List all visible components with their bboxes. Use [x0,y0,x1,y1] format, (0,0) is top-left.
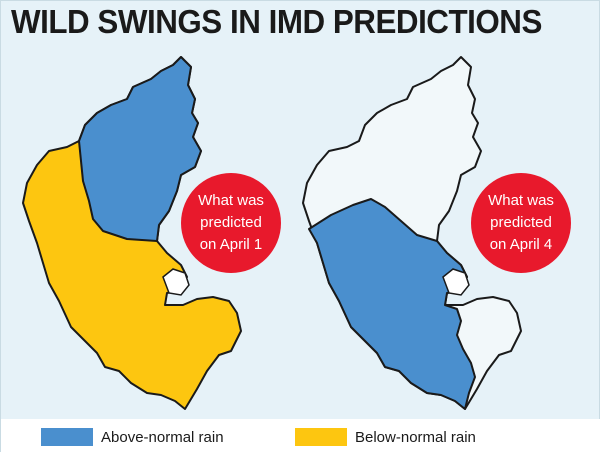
badge2-line-3: on April 4 [490,236,553,253]
badge-april-4: What was predicted on April 4 [471,173,571,273]
badge2-line-2: predicted [490,214,552,231]
legend-label-below-normal: Below-normal rain [355,428,476,446]
legend: Above-normal rain Below-normal rain [1,419,600,453]
map-april-4 [302,56,522,410]
map2-enclave [442,268,470,296]
map2-above-normal-region [308,198,476,410]
legend-swatch-above-normal [41,428,93,446]
map-april-1 [22,56,242,410]
legend-swatch-below-normal [295,428,347,446]
badge-april-1: What was predicted on April 1 [181,173,281,273]
badge1-line-2: predicted [200,214,262,231]
badge1-line-1: What was [198,192,264,209]
badge2-line-1: What was [488,192,554,209]
maps-canvas: What was predicted on April 1 What was p… [22,56,571,410]
badge1-line-3: on April 1 [200,236,263,253]
map1-enclave [162,268,190,296]
figure-title: WILD SWINGS IN IMD PREDICTIONS [11,3,542,40]
legend-item-below-normal: Below-normal rain [295,427,476,447]
legend-item-above-normal: Above-normal rain [41,427,224,447]
legend-label-above-normal: Above-normal rain [101,428,224,446]
